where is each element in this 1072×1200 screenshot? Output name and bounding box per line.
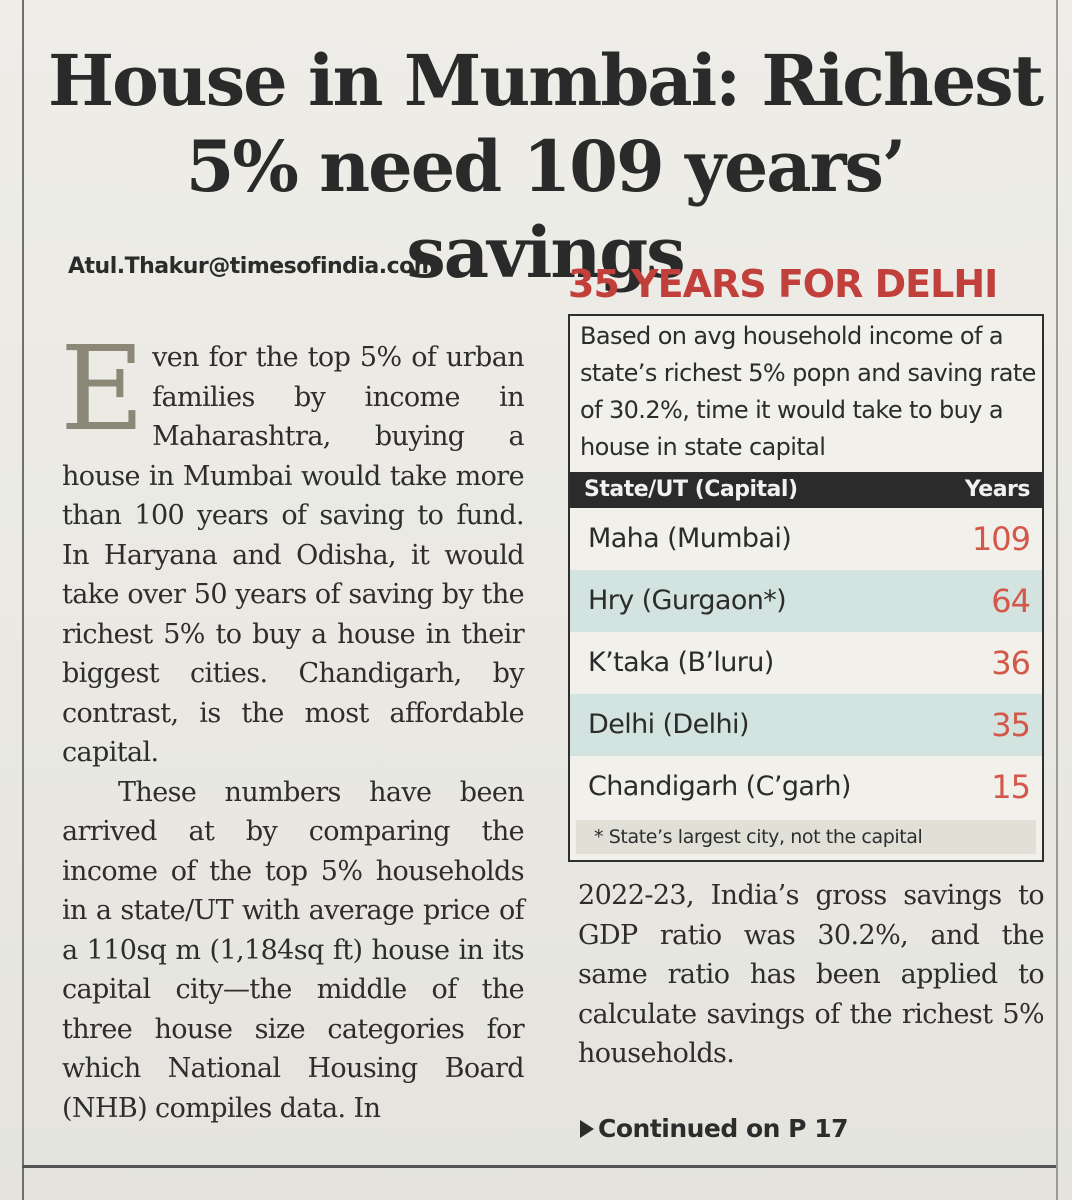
- table-footnote: * State’s largest city, not the capital: [576, 820, 1036, 854]
- triangle-arrow-icon: [580, 1120, 594, 1138]
- paragraph-1-text: ven for the top 5% of urban families by …: [62, 342, 525, 768]
- row-years: 15: [991, 768, 1031, 806]
- row-state: Chandigarh (C’garh): [588, 771, 851, 802]
- paragraph-2: These numbers have been arrived at by co…: [62, 776, 525, 1124]
- bottom-rule: [22, 1165, 1056, 1168]
- byline: Atul.Thakur@timesofindia.com: [68, 254, 437, 279]
- infobox-description: Based on avg household income of a state…: [580, 322, 1036, 461]
- row-state: Hry (Gurgaon*): [588, 585, 787, 616]
- row-years: 64: [991, 582, 1031, 620]
- headline-line-2: 5% need 109 years’ savings: [185, 125, 907, 294]
- left-column-rule: [22, 0, 24, 1200]
- infobox: Based on avg household income of a state…: [568, 314, 1044, 862]
- infobox-title: 35 YEARS FOR DELHI: [568, 262, 998, 306]
- headline: House in Mumbai: Richest 5% need 109 yea…: [40, 38, 1050, 296]
- headline-line-1: House in Mumbai: Richest: [47, 39, 1044, 122]
- column-header-years: Years: [964, 477, 1031, 502]
- table-header: State/UT (Capital) Years: [570, 472, 1042, 508]
- row-years: 36: [991, 644, 1031, 682]
- right-column-rule: [1056, 0, 1058, 1200]
- table-row: Hry (Gurgaon*) 64: [570, 570, 1042, 632]
- row-state: K’taka (B’luru): [588, 647, 774, 678]
- continued-notice: Continued on P 17: [580, 1114, 848, 1143]
- row-years: 35: [991, 706, 1031, 744]
- paragraph-3: 2022-23, India’s gross savings to GDP ra…: [578, 880, 1045, 1069]
- column-header-state: State/UT (Capital): [584, 477, 798, 502]
- table-row: Delhi (Delhi) 35: [570, 694, 1042, 756]
- table-row: K’taka (B’luru) 36: [570, 632, 1042, 694]
- article-column-right: 2022-23, India’s gross savings to GDP ra…: [578, 876, 1045, 1074]
- row-years: 109: [971, 520, 1031, 558]
- table-row: Chandigarh (C’garh) 15: [570, 756, 1042, 818]
- row-state: Maha (Mumbai): [588, 523, 792, 554]
- table-row: Maha (Mumbai) 109: [570, 508, 1042, 570]
- continued-text: Continued on P 17: [598, 1114, 848, 1143]
- row-state: Delhi (Delhi): [588, 709, 749, 740]
- drop-cap: E: [60, 322, 145, 457]
